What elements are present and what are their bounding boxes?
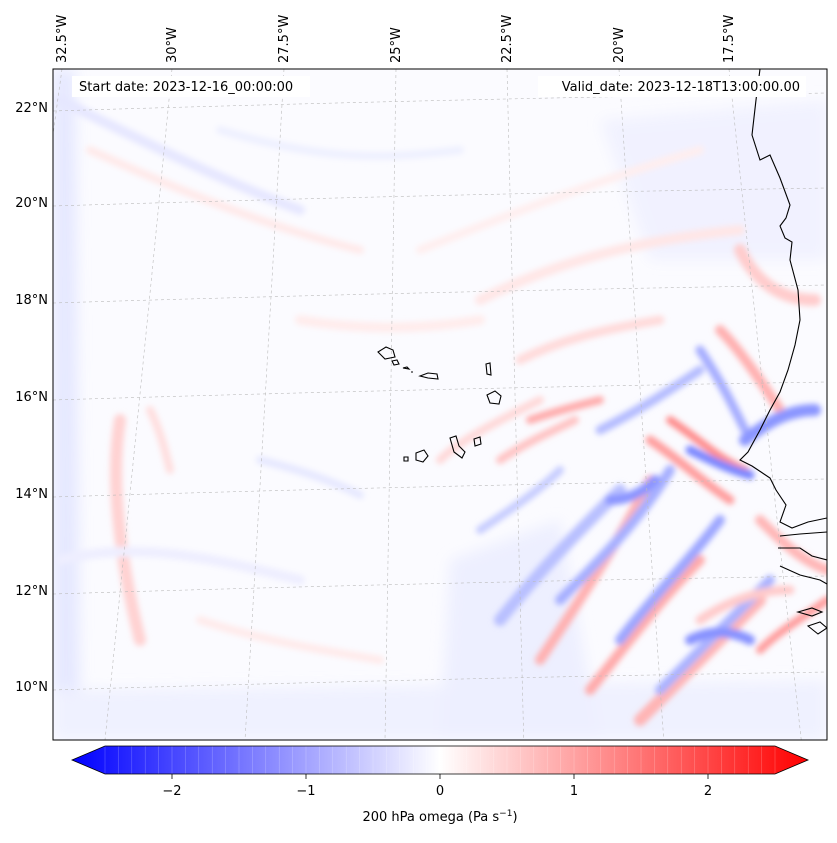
start-date-box [72, 76, 310, 97]
meridian [728, 69, 802, 740]
island-santiago [449, 435, 466, 459]
lon-tick-label: 25°W [389, 27, 404, 63]
lat-tick-label: 20°N [15, 196, 48, 211]
meridian [244, 69, 285, 740]
colorbar-label: 200 hPa omega (Pa s−1) [362, 809, 517, 825]
parallel [53, 92, 827, 112]
parallel [53, 284, 827, 304]
island-santa-luzia [402, 366, 411, 370]
island-boa-vista [486, 390, 502, 405]
start-date-label: Start date: 2023-12-16_00:00:00 [79, 80, 293, 95]
valid-date-label: Valid_date: 2023-12-18T13:00:00.00 [562, 80, 800, 95]
colorbar-outline [70, 745, 810, 775]
valid-date-box [538, 76, 806, 97]
colorbar-label-exponent: −1 [499, 809, 512, 819]
lon-tick-label: 17.5°W [722, 15, 737, 63]
island-maio [473, 436, 482, 447]
parallel [53, 671, 827, 691]
africa-coastline [739, 69, 827, 529]
parallel [53, 575, 827, 595]
coastline [377, 69, 827, 635]
lat-tick-label: 12°N [15, 584, 48, 599]
lon-tick-label: 27.5°W [277, 15, 292, 63]
colorbar-label-close: ) [512, 810, 517, 825]
parallel [53, 478, 827, 498]
map-panel: Start date: 2023-12-16_00:00:00 Valid_da… [52, 68, 828, 741]
colorbar-tick-label: 0 [436, 784, 444, 799]
meridian [618, 69, 665, 740]
latitude-labels: 22°N 20°N 18°N 16°N 14°N 12°N 10°N [15, 101, 48, 695]
meridian [104, 69, 173, 740]
lat-tick-label: 16°N [15, 390, 48, 405]
lon-tick-label: 22.5°W [500, 15, 515, 63]
island-sao-vicente [391, 359, 400, 366]
lat-tick-label: 22°N [15, 101, 48, 116]
colorbar: −2 −1 0 1 2 200 hPa omega (Pa s−1) [70, 745, 810, 825]
colorbar-tick-label: 1 [570, 784, 578, 799]
colorbar-tick-label: −1 [296, 784, 315, 799]
lat-tick-label: 10°N [15, 680, 48, 695]
colorbar-ticks: −2 −1 0 1 2 [162, 774, 712, 799]
lat-tick-label: 18°N [15, 293, 48, 308]
lon-tick-label: 32.5°W [55, 15, 70, 63]
colorbar-tick-label: 2 [704, 784, 712, 799]
lon-tick-label: 30°W [165, 27, 180, 63]
colorbar-bands [104, 746, 776, 774]
omega-field [53, 69, 827, 740]
parallel [53, 187, 827, 207]
africa-coastline-south [778, 531, 827, 635]
island-fogo [415, 449, 429, 463]
graticule [53, 69, 827, 740]
longitude-labels: 32.5°W 30°W 27.5°W 25°W 22.5°W 20°W 17.5°W [55, 15, 737, 63]
map-frame [52, 68, 828, 741]
lat-tick-label: 14°N [15, 487, 48, 502]
island-sao-nicolau [411, 371, 439, 380]
island-santo-antao [377, 346, 396, 360]
colorbar-tick-label: −2 [162, 784, 181, 799]
parallel [53, 381, 827, 401]
island-brava [403, 456, 409, 462]
island-sal [485, 362, 492, 376]
lon-tick-label: 20°W [612, 27, 627, 63]
colorbar-label-main: 200 hPa omega (Pa s [362, 810, 499, 825]
